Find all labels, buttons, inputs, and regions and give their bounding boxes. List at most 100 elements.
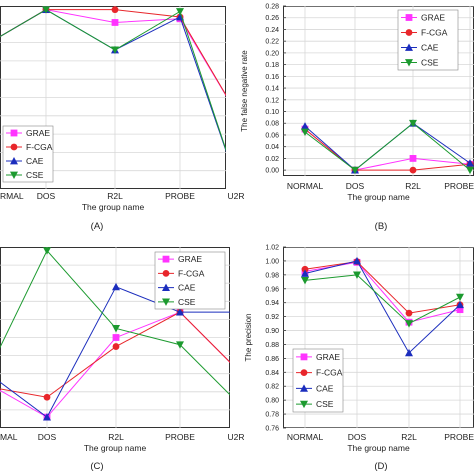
data-point-cse bbox=[112, 325, 120, 333]
data-point-grae bbox=[456, 306, 464, 314]
legend-marker-cae bbox=[10, 157, 18, 165]
y-tick-label: 0.98 bbox=[265, 272, 279, 279]
legend-label: CAE bbox=[421, 43, 439, 53]
legend-label: GRAE bbox=[26, 128, 50, 138]
x-tick-label: NORMAL bbox=[287, 181, 324, 191]
data-point-cae bbox=[232, 308, 240, 315]
data-point-cae bbox=[466, 159, 474, 167]
x-tick-label: PROBE bbox=[165, 432, 195, 442]
data-point-cae bbox=[176, 308, 184, 316]
chart-panel-4: 0.76 0.78 0.80 0.82 0.84 0.86 0.88 0.90 0.92 0.94… bbox=[244, 245, 474, 472]
y-tick-label: 0.08 bbox=[265, 121, 279, 128]
y-tick-label: 0.02 bbox=[265, 156, 279, 163]
x-tick-label: DOS bbox=[37, 191, 56, 201]
x-axis-label: The group name bbox=[347, 192, 410, 202]
data-point-f-cga bbox=[301, 265, 309, 273]
data-point-f-cga bbox=[43, 393, 51, 401]
x-tick-label: U2R bbox=[227, 191, 244, 201]
legend-label: CAE bbox=[26, 156, 44, 166]
legend-marker-grae bbox=[10, 129, 18, 137]
legend-marker-cse bbox=[162, 298, 170, 306]
data-point-cae bbox=[456, 300, 464, 309]
x-tick-label: DOS bbox=[346, 181, 365, 191]
legend-label: CAE bbox=[178, 283, 196, 293]
y-tick-label: 0.90 bbox=[265, 328, 279, 335]
data-point-cse bbox=[232, 176, 240, 183]
legend-marker-cae bbox=[300, 384, 308, 392]
y-tick-label: 0.82 bbox=[265, 384, 279, 391]
panel-caption: (D) bbox=[374, 461, 387, 472]
data-point-cse bbox=[301, 128, 309, 137]
legend-marker-f-cga bbox=[162, 269, 170, 277]
data-point-cse bbox=[351, 166, 359, 175]
data-point-cse bbox=[353, 271, 361, 279]
y-axis-label: The precision bbox=[244, 313, 253, 361]
x-axis-label: The group name bbox=[347, 443, 410, 453]
data-point-cse bbox=[466, 166, 474, 175]
data-point-cae bbox=[112, 282, 120, 291]
y-tick-label: 0.04 bbox=[265, 144, 279, 151]
y-tick-label: 0.24 bbox=[265, 27, 279, 34]
data-point-f-cga bbox=[405, 309, 413, 317]
legend-label: CAE bbox=[316, 383, 334, 393]
y-tick-label: 0.28 bbox=[265, 4, 279, 11]
series-line-f-cga bbox=[304, 261, 461, 314]
data-point-f-cga bbox=[233, 365, 240, 372]
legend-marker-grae bbox=[162, 255, 170, 263]
data-point-cse bbox=[176, 341, 184, 349]
y-axis-label: The false negative rate bbox=[240, 50, 249, 132]
data-point-cae bbox=[353, 256, 361, 265]
legend: GRAE F-CGA CAE CSE bbox=[2, 125, 54, 183]
data-point-grae bbox=[112, 334, 120, 341]
y-tick-label: 1.00 bbox=[265, 258, 279, 265]
data-point-cae bbox=[405, 348, 413, 357]
legend-marker-cae bbox=[405, 43, 413, 51]
data-point-grae bbox=[233, 365, 240, 372]
y-tick-label: 0.88 bbox=[265, 342, 279, 349]
x-tick-label: R2L bbox=[405, 181, 421, 191]
x-tick-label: R2L bbox=[108, 432, 124, 442]
x-tick-label: DOS bbox=[38, 432, 57, 442]
legend-label: CSE bbox=[316, 399, 334, 409]
data-point-cse bbox=[42, 6, 50, 14]
chart-panel-2: 0.00 0.02 0.04 0.06 0.08 0.10 0.12 0.14 0.16 0.18… bbox=[240, 4, 474, 232]
legend-label: F-CGA bbox=[26, 142, 53, 152]
y-tick-label: 0.10 bbox=[265, 109, 279, 116]
legend-marker-f-cga bbox=[405, 29, 413, 36]
chart-panel-1: RMAL DOS R2L PROBE U2R The group name (A) GRAE F… bbox=[0, 6, 245, 232]
y-tick-label: 0.78 bbox=[265, 412, 279, 419]
data-point-f-cga bbox=[233, 109, 240, 116]
legend-marker-cse bbox=[10, 171, 18, 179]
y-tick-label: 0.94 bbox=[265, 300, 279, 307]
x-tick-label: R2L bbox=[107, 191, 123, 201]
x-tick-label: PROBE bbox=[444, 432, 474, 442]
legend-label: CSE bbox=[26, 170, 44, 180]
series-group bbox=[301, 119, 474, 175]
data-point-cae bbox=[301, 122, 309, 130]
data-point-cse bbox=[43, 247, 51, 255]
data-point-cse bbox=[232, 397, 240, 404]
legend-marker-cse bbox=[405, 59, 413, 67]
data-point-cse bbox=[456, 293, 464, 302]
y-tick-label: 0.14 bbox=[265, 86, 279, 93]
legend-label: CSE bbox=[421, 58, 439, 68]
y-tick-label: 0.16 bbox=[265, 74, 279, 81]
x-tick-label: R2L bbox=[401, 432, 417, 442]
data-point-cae bbox=[301, 269, 309, 277]
data-point-cae bbox=[43, 413, 51, 421]
data-point-cse bbox=[409, 119, 417, 128]
x-tick-label: DOS bbox=[348, 432, 367, 442]
y-tick-label: 0.12 bbox=[265, 97, 279, 104]
legend: GRAE F-CGA CAE CSE bbox=[154, 251, 226, 310]
data-point-f-cga bbox=[112, 343, 120, 350]
y-tick-label: 0.80 bbox=[265, 398, 279, 405]
legend-label: GRAE bbox=[316, 352, 340, 362]
x-tick-label: MAL bbox=[0, 432, 18, 442]
panel-caption: (A) bbox=[91, 221, 104, 232]
legend-label: GRAE bbox=[421, 13, 445, 23]
legend-marker-cse bbox=[300, 400, 308, 409]
legend-label: F-CGA bbox=[178, 268, 205, 278]
panel-caption: (B) bbox=[375, 221, 388, 232]
x-axis-label: The group name bbox=[84, 443, 147, 453]
